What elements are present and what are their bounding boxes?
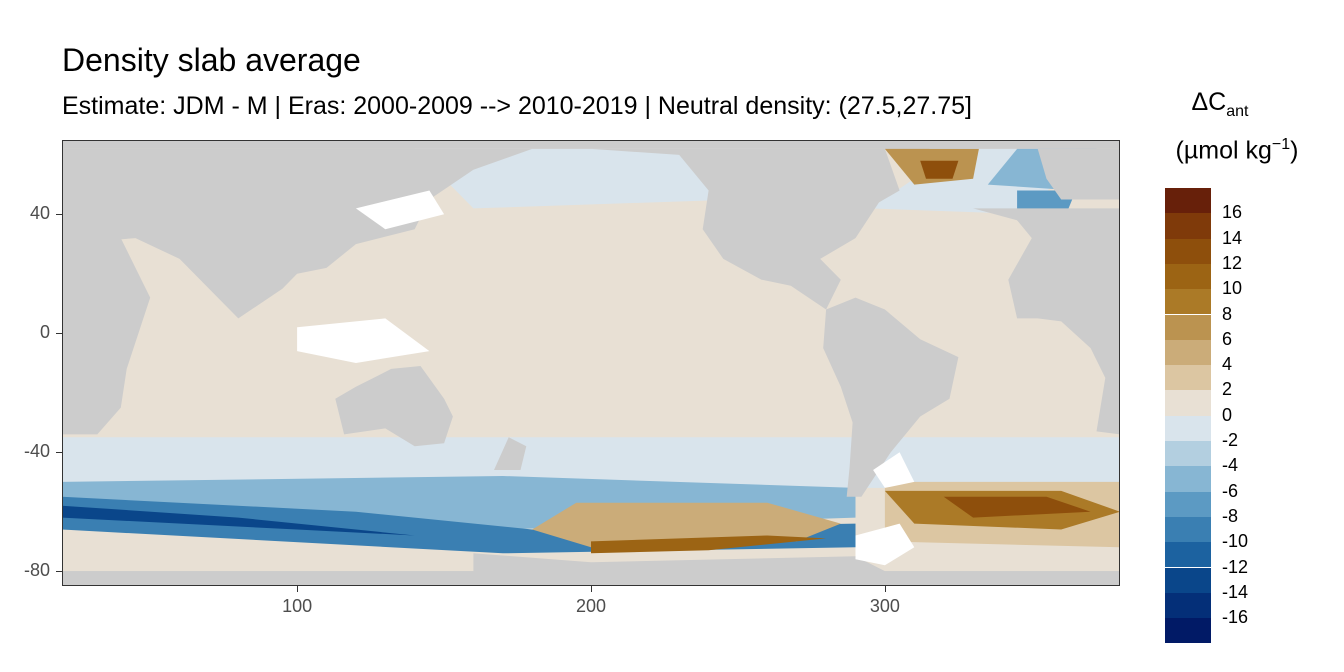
colorbar-label: -4 <box>1222 455 1239 476</box>
colorbar-swatch <box>1165 289 1211 315</box>
colorbar-label: -14 <box>1222 581 1249 602</box>
southern-ocean-darkest <box>62 505 415 536</box>
y-tick-label: -40 <box>23 441 50 462</box>
colorbar-swatch <box>1165 466 1211 492</box>
x-tick-label: 100 <box>282 596 313 616</box>
colorbar-swatch <box>1165 390 1211 416</box>
colorbar-swatch <box>1165 188 1211 214</box>
colorbar-label: 10 <box>1222 278 1243 299</box>
colorbar-swatch <box>1165 592 1211 619</box>
colorbar-swatch <box>1165 618 1211 644</box>
y-tick-mark <box>56 452 62 454</box>
colorbar-label: -10 <box>1222 531 1249 552</box>
maritime-continent-gap <box>297 318 430 363</box>
x-tick-label: 200 <box>575 596 607 616</box>
colorbar-swatch <box>1165 441 1211 467</box>
map-panel <box>62 140 1120 586</box>
colorbar-swatch <box>1165 263 1211 290</box>
land-mass <box>591 148 900 310</box>
colorbar-swatch <box>1165 339 1211 366</box>
japan-gap <box>355 190 445 230</box>
labrador-dark <box>920 160 959 179</box>
land-mass <box>494 437 527 470</box>
land-mass <box>62 238 151 435</box>
colorbar-swatch <box>1165 213 1211 239</box>
north-pacific-light-blue <box>414 148 768 209</box>
land-mass <box>929 140 979 149</box>
colorbar-swatch <box>1165 314 1211 340</box>
colorbar-label: -2 <box>1222 430 1239 450</box>
colorbar-label: 0 <box>1222 404 1233 425</box>
legend-title: ΔCant <box>1191 88 1249 120</box>
colorbar-swatch <box>1165 238 1211 264</box>
colorbar-label: -12 <box>1222 556 1249 577</box>
colorbar-label: 14 <box>1222 227 1243 248</box>
land-mass <box>473 553 885 572</box>
y-tick-mark <box>56 571 62 573</box>
y-tick-label: -80 <box>23 560 50 581</box>
land-mass <box>823 297 959 497</box>
y-tick-mark <box>56 214 62 216</box>
colorbar-label: 8 <box>1222 303 1233 324</box>
map-svg <box>62 140 1120 586</box>
colorbar-label: 16 <box>1222 202 1243 223</box>
land-mass <box>335 366 453 447</box>
pacific-antarctic-dark <box>591 535 827 554</box>
x-tick-mark <box>884 586 886 592</box>
y-tick-mark <box>56 333 62 335</box>
land-mass <box>1037 148 1120 200</box>
legend-unit: (µmol kg−1) <box>1175 136 1299 165</box>
land-mass <box>62 148 533 319</box>
y-tick-label: 40 <box>29 203 50 224</box>
patagonia-gap <box>873 452 915 488</box>
colorbar-label: -6 <box>1222 480 1239 501</box>
x-tick-mark <box>297 586 299 592</box>
chart-subtitle: Estimate: JDM - M | Eras: 2000-2009 --> … <box>62 92 972 120</box>
colorbar-label: 2 <box>1222 379 1233 400</box>
chart-title: Density slab average <box>62 42 361 78</box>
colorbar-swatch <box>1165 415 1211 441</box>
colorbar-label: 6 <box>1222 328 1233 349</box>
land-mass <box>62 571 1120 586</box>
colorbar-swatch <box>1165 542 1211 568</box>
south-atlantic-dark-brown <box>943 496 1091 518</box>
antarctic-peninsula-gap <box>855 523 915 566</box>
colorbar-label: 12 <box>1222 252 1243 273</box>
colorbar-label: -8 <box>1222 505 1239 526</box>
land-mass <box>973 208 1120 435</box>
x-tick-mark <box>591 586 592 592</box>
colorbar-swatch <box>1165 365 1211 391</box>
x-tick-label: 300 <box>869 596 900 616</box>
colorbar-label: 4 <box>1222 354 1233 375</box>
colorbar-label: -16 <box>1222 607 1249 628</box>
y-tick-label: 0 <box>39 322 50 343</box>
colorbar-swatch <box>1165 516 1211 543</box>
colorbar-swatch <box>1165 491 1211 517</box>
colorbar-swatch <box>1165 567 1211 593</box>
